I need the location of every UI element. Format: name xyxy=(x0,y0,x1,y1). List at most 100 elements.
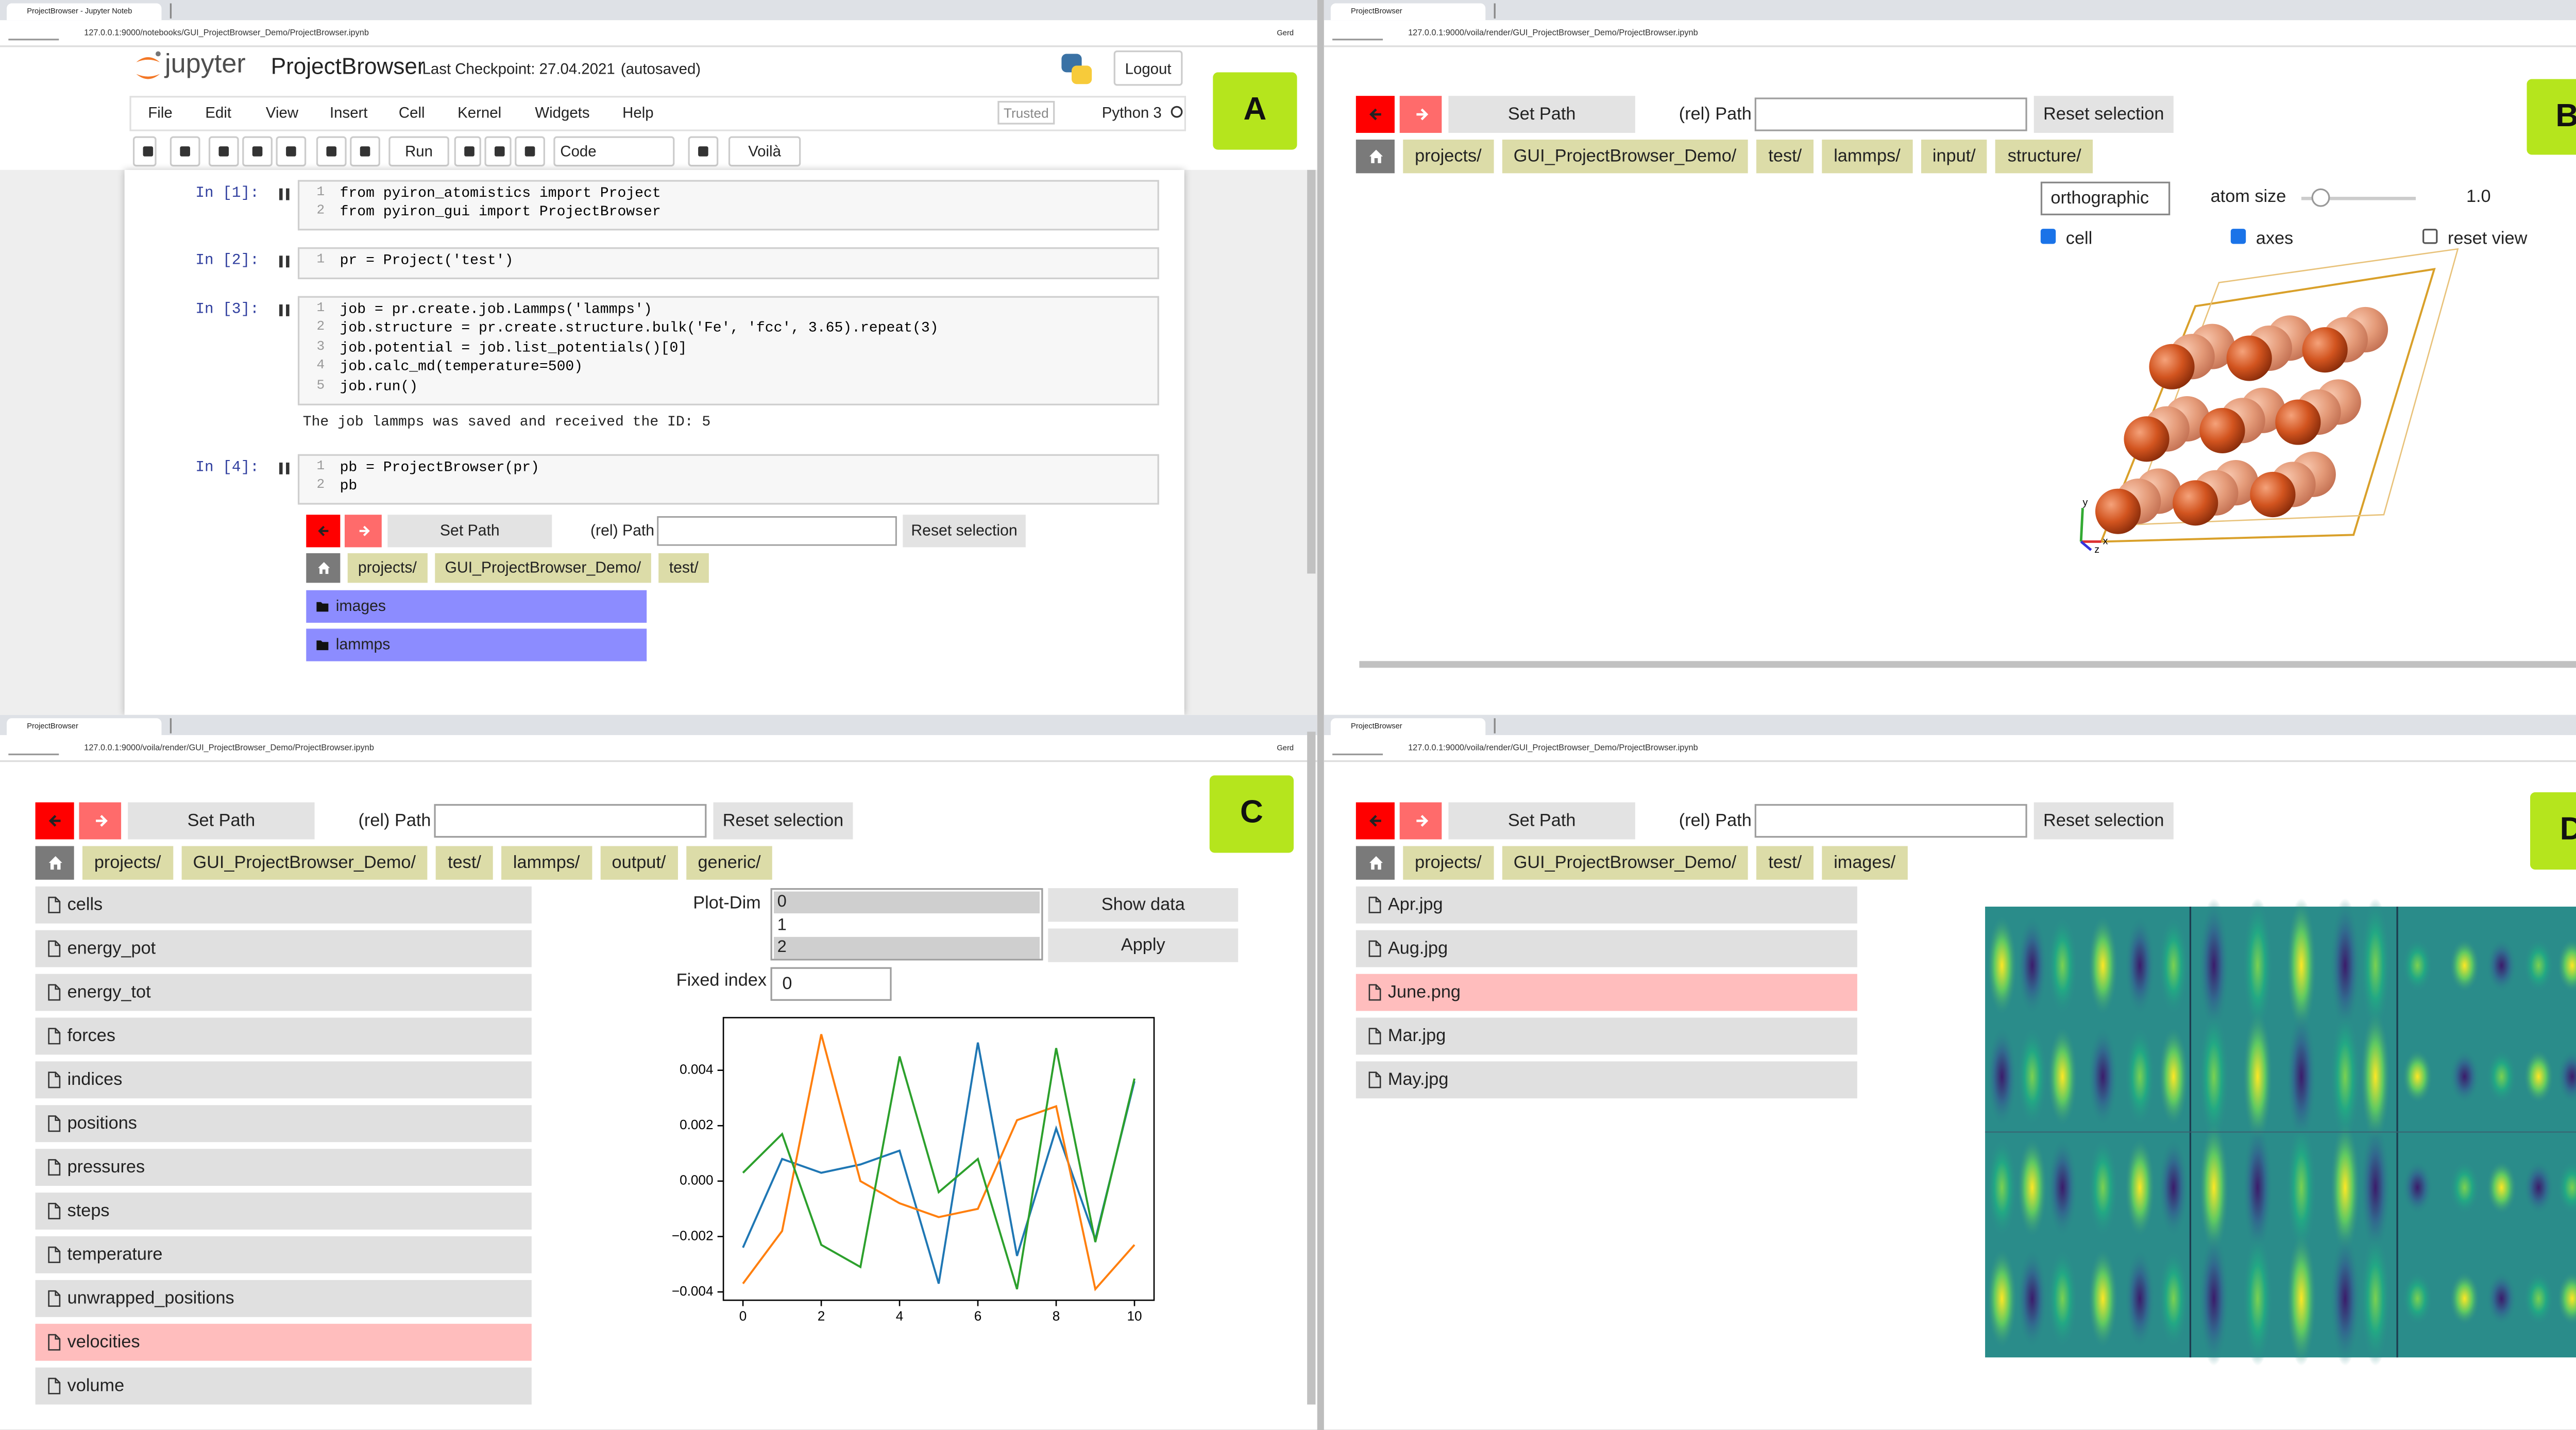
toolbar-button[interactable]: Code xyxy=(553,136,675,167)
breadcrumb-button[interactable]: lammps/ xyxy=(1822,140,1912,174)
address-bar[interactable]: 127.0.0.1:9000/voila/render/GUI_ProjectB… xyxy=(1408,28,1698,39)
toolbar-button[interactable] xyxy=(454,136,481,167)
code-cell[interactable] xyxy=(297,296,1159,405)
fixed-index-input[interactable]: 0 xyxy=(770,967,892,1001)
path-input[interactable] xyxy=(657,516,897,546)
file-item[interactable]: cells xyxy=(35,886,532,924)
listbox-option[interactable]: 1 xyxy=(777,915,787,934)
toolbar-button[interactable] xyxy=(208,136,239,167)
menu-item[interactable]: Kernel xyxy=(457,104,502,122)
home-button[interactable] xyxy=(35,846,74,880)
listbox-option[interactable]: 0 xyxy=(774,891,1040,914)
browser-tab[interactable]: ProjectBrowser - Jupyter Noteb xyxy=(7,3,162,21)
set-path-button[interactable]: Set Path xyxy=(1448,802,1635,840)
home-button[interactable] xyxy=(1355,846,1395,880)
run-indicator[interactable] xyxy=(279,304,290,316)
breadcrumb-button[interactable]: structure/ xyxy=(1995,140,2093,174)
file-item[interactable]: unwrapped_positions xyxy=(35,1280,532,1317)
browser-tab[interactable]: ProjectBrowser xyxy=(7,718,162,735)
scrollbar[interactable] xyxy=(1359,661,2576,668)
browser-tab[interactable]: ProjectBrowser xyxy=(1330,718,1486,735)
menu-item[interactable]: Edit xyxy=(205,104,232,122)
nav-buttons[interactable] xyxy=(1332,742,1383,756)
forward-button[interactable] xyxy=(344,515,382,548)
breadcrumb-button[interactable]: lammps/ xyxy=(501,846,592,880)
show-data-button[interactable]: Show data xyxy=(1048,888,1239,922)
file-item[interactable]: pressures xyxy=(35,1149,532,1186)
run-indicator[interactable] xyxy=(279,256,290,268)
menu-item[interactable]: Cell xyxy=(398,104,425,122)
listbox-option[interactable]: 2 xyxy=(774,937,1040,959)
nav-buttons[interactable] xyxy=(8,742,59,756)
file-item[interactable]: energy_pot xyxy=(35,930,532,967)
breadcrumb-button[interactable]: GUI_ProjectBrowser_Demo/ xyxy=(434,553,652,583)
set-path-button[interactable]: Set Path xyxy=(387,515,552,548)
logout-button[interactable]: Logout xyxy=(1113,50,1183,86)
code-cell[interactable] xyxy=(297,180,1159,231)
breadcrumb-button[interactable]: test/ xyxy=(658,553,709,583)
reset-button[interactable]: Reset selection xyxy=(2033,802,2174,840)
folder-item[interactable]: lammps xyxy=(306,628,647,661)
address-bar[interactable]: 127.0.0.1:9000/voila/render/GUI_ProjectB… xyxy=(84,743,374,754)
breadcrumb-button[interactable]: projects/ xyxy=(1403,140,1494,174)
back-button[interactable] xyxy=(1355,96,1395,133)
file-item[interactable]: indices xyxy=(35,1061,532,1099)
nav-buttons[interactable] xyxy=(8,27,59,41)
breadcrumb-button[interactable]: test/ xyxy=(1756,846,1814,880)
apply-button[interactable]: Apply xyxy=(1048,928,1239,962)
run-indicator[interactable] xyxy=(279,188,290,200)
toolbar-button[interactable]: Voilà xyxy=(728,136,801,167)
menu-item[interactable]: Insert xyxy=(330,104,368,122)
home-button[interactable] xyxy=(306,553,341,583)
code-cell[interactable] xyxy=(297,454,1159,505)
home-button[interactable] xyxy=(1355,140,1395,174)
file-item[interactable]: May.jpg xyxy=(1355,1061,1857,1099)
file-item[interactable]: energy_tot xyxy=(35,974,532,1011)
toolbar-button[interactable] xyxy=(316,136,347,167)
breadcrumb-button[interactable]: projects/ xyxy=(347,553,428,583)
breadcrumb-button[interactable]: GUI_ProjectBrowser_Demo/ xyxy=(1501,140,1749,174)
breadcrumb-button[interactable]: test/ xyxy=(436,846,493,880)
slider-track[interactable] xyxy=(2301,197,2416,200)
file-item[interactable]: steps xyxy=(35,1193,532,1230)
toolbar-button[interactable] xyxy=(484,136,512,167)
forward-button[interactable] xyxy=(1399,802,1442,840)
code-cell[interactable] xyxy=(297,247,1159,280)
path-input[interactable] xyxy=(1754,804,2027,838)
breadcrumb-button[interactable]: test/ xyxy=(1756,140,1814,174)
breadcrumb-button[interactable]: output/ xyxy=(600,846,678,880)
address-bar[interactable]: 127.0.0.1:9000/voila/render/GUI_ProjectB… xyxy=(1408,743,1698,754)
menu-item[interactable]: Help xyxy=(622,104,654,122)
nav-buttons[interactable] xyxy=(1332,27,1383,41)
toolbar-button[interactable] xyxy=(276,136,307,167)
new-tab-button[interactable] xyxy=(170,3,183,19)
toolbar-button[interactable] xyxy=(515,136,545,167)
browser-tab[interactable]: ProjectBrowser xyxy=(1330,3,1486,21)
toolbar-button[interactable] xyxy=(350,136,380,167)
menu-item[interactable]: View xyxy=(265,104,299,122)
checkbox[interactable] xyxy=(2040,229,2056,244)
file-item[interactable]: positions xyxy=(35,1105,532,1143)
profile-button[interactable]: Gerd xyxy=(1277,28,1294,37)
toolbar-button[interactable] xyxy=(132,136,157,167)
file-item[interactable]: volume xyxy=(35,1367,532,1405)
file-item[interactable]: Aug.jpg xyxy=(1355,930,1857,967)
checkbox[interactable] xyxy=(2422,229,2438,244)
forward-button[interactable] xyxy=(79,802,122,840)
folder-item[interactable]: images xyxy=(306,590,647,623)
menu-item[interactable]: Widgets xyxy=(535,104,590,122)
reset-button[interactable]: Reset selection xyxy=(713,802,853,840)
checkbox[interactable] xyxy=(2230,229,2246,244)
breadcrumb-button[interactable]: GUI_ProjectBrowser_Demo/ xyxy=(1501,846,1749,880)
new-tab-button[interactable] xyxy=(1494,3,1507,19)
breadcrumb-button[interactable]: projects/ xyxy=(1403,846,1494,880)
projection-select[interactable]: orthographic xyxy=(2040,181,2171,215)
toolbar-button[interactable] xyxy=(170,136,200,167)
profile-button[interactable]: Gerd xyxy=(1277,743,1294,752)
notebook-name[interactable]: ProjectBrowser xyxy=(270,54,425,79)
back-button[interactable] xyxy=(1355,802,1395,840)
breadcrumb-button[interactable]: images/ xyxy=(1822,846,1908,880)
reset-button[interactable]: Reset selection xyxy=(903,515,1026,548)
new-tab-button[interactable] xyxy=(1494,718,1507,734)
forward-button[interactable] xyxy=(1399,96,1442,133)
